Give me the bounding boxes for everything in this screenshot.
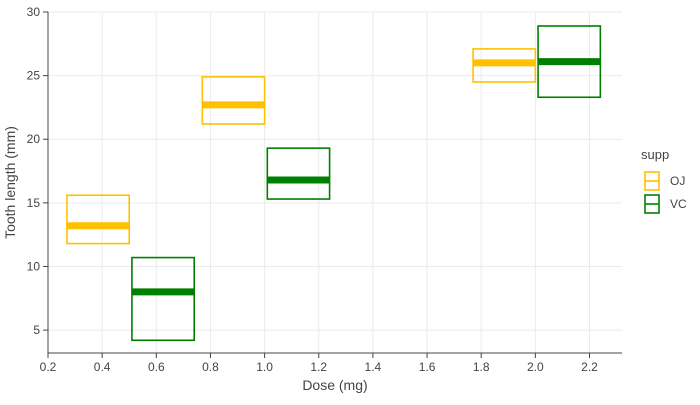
y-tick-label: 30 [27,5,41,19]
crossbar-box-vc [266,147,331,200]
crossbar-box-oj [201,76,266,125]
x-tick-label: 1.4 [365,360,382,374]
x-tick-label: 1.6 [419,360,436,374]
y-tick-label: 10 [27,259,41,273]
crossbars [66,25,602,342]
y-tick-label: 5 [33,323,40,337]
x-tick-label: 0.4 [94,360,111,374]
crossbar-box-vc [131,256,196,342]
y-axis-title: Tooth length (mm) [2,126,18,239]
y-tick-label: 20 [27,132,41,146]
crossbar-box-oj [66,194,131,245]
x-axis-title: Dose (mg) [302,377,367,393]
y-tick-label: 25 [27,69,41,83]
x-tick-label: 0.8 [202,360,219,374]
x-tick-label: 2.2 [581,360,598,374]
y-tick-label: 15 [27,196,41,210]
x-tick-label: 0.6 [148,360,165,374]
axes: 0.2 0.4 0.6 0.8 1.0 1.2 1.4 1.6 1.8 2.0 2.2 5 10 15 20… [2,5,622,393]
legend-title: supp [641,147,669,162]
legend-label-vc: VC [670,197,687,211]
x-tick-label: 1.8 [473,360,490,374]
x-tick-label: 1.0 [256,360,273,374]
x-tick-label: 1.2 [310,360,327,374]
x-tick-label: 0.2 [40,360,57,374]
legend-label-oj: OJ [670,174,685,188]
x-tick-label: 2.0 [527,360,544,374]
